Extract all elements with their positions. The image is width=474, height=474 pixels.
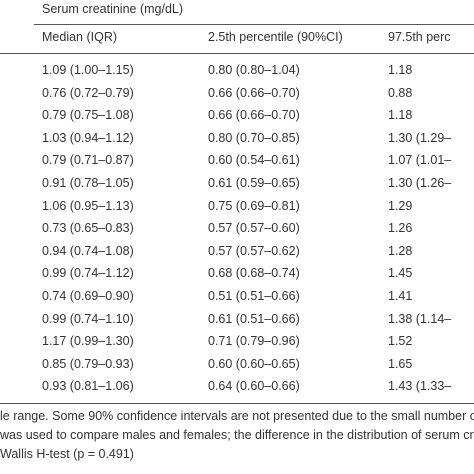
cell: 1.26 xyxy=(388,221,413,236)
cell: 1.09 (1.00–1.15) xyxy=(42,63,134,77)
cell: 1.65 xyxy=(388,356,413,371)
cell: 0.61 (0.51–0.66) xyxy=(208,311,300,326)
cell: 0.99 (0.74–1.10) xyxy=(42,311,134,326)
cell: 0.73 (0.65–0.83) xyxy=(42,221,134,236)
cell: 1.07 (1.01– xyxy=(388,153,452,168)
footnote-line: was used to compare males and females; t… xyxy=(0,428,474,442)
cell: 1.06 (0.95–1.13) xyxy=(42,198,134,213)
cell: 1.29 xyxy=(388,198,413,213)
bottom-rule xyxy=(0,403,474,404)
cell: 0.80 (0.70–0.85) xyxy=(208,130,300,145)
cell: 1.52 xyxy=(388,334,413,349)
cell: 1.18 xyxy=(388,63,413,77)
cell: 0.99 (0.74–1.12) xyxy=(42,266,134,281)
group-title: Serum creatinine (mg/dL) xyxy=(42,2,184,16)
column-header: 2.5th percentile (90%CI) xyxy=(208,30,343,44)
cell: 1.30 (1.29– xyxy=(388,130,452,145)
cell: 0.66 (0.66–0.70) xyxy=(208,85,300,100)
cell: 0.60 (0.60–0.65) xyxy=(208,356,300,371)
cell: 0.88 xyxy=(388,85,413,100)
cell: 0.51 (0.51–0.66) xyxy=(208,289,300,303)
cell: 0.85 (0.79–0.93) xyxy=(42,356,134,371)
cell: 1.43 (1.33– xyxy=(388,379,452,394)
cell: 0.74 (0.69–0.90) xyxy=(42,289,134,303)
cell: 1.17 (0.99–1.30) xyxy=(42,334,134,349)
cell: 0.93 (0.81–1.06) xyxy=(42,379,134,394)
cell: 0.94 (0.74–1.08) xyxy=(42,243,134,258)
cell: 0.80 (0.80–1.04) xyxy=(208,63,300,77)
footnote-line: Wallis H-test (p = 0.491) xyxy=(0,447,134,461)
cell: 0.66 (0.66–0.70) xyxy=(208,108,300,123)
cell: 1.18 xyxy=(388,108,413,123)
cell: 0.76 (0.72–0.79) xyxy=(42,85,134,100)
cell: 0.60 (0.54–0.61) xyxy=(208,153,300,168)
column-header: 97.5th perc xyxy=(388,30,451,44)
cell: 0.79 (0.75–1.08) xyxy=(42,108,134,123)
column-header: Median (IQR) xyxy=(42,30,118,44)
cell: 0.57 (0.57–0.62) xyxy=(208,243,300,258)
cell: 0.91 (0.78–1.05) xyxy=(42,176,134,190)
header-rule xyxy=(0,53,474,54)
cell: 0.61 (0.59–0.65) xyxy=(208,176,300,190)
cell: 0.68 (0.68–0.74) xyxy=(208,266,300,281)
cell: 1.03 (0.94–1.12) xyxy=(42,130,134,145)
cell: 1.30 (1.26– xyxy=(388,176,452,190)
cell: 1.41 xyxy=(388,289,413,303)
cell: 1.38 (1.14– xyxy=(388,311,452,326)
footnote-line: le range. Some 90% confidence intervals … xyxy=(0,409,474,423)
cell: 0.79 (0.71–0.87) xyxy=(42,153,134,168)
group-rule xyxy=(34,24,474,25)
cell: 1.28 xyxy=(388,243,413,258)
cell: 0.75 (0.69–0.81) xyxy=(208,198,300,213)
cell: 0.57 (0.57–0.60) xyxy=(208,221,300,236)
cell: 1.45 xyxy=(388,266,413,281)
cell: 0.64 (0.60–0.66) xyxy=(208,379,300,394)
cell: 0.71 (0.79–0.96) xyxy=(208,334,300,349)
